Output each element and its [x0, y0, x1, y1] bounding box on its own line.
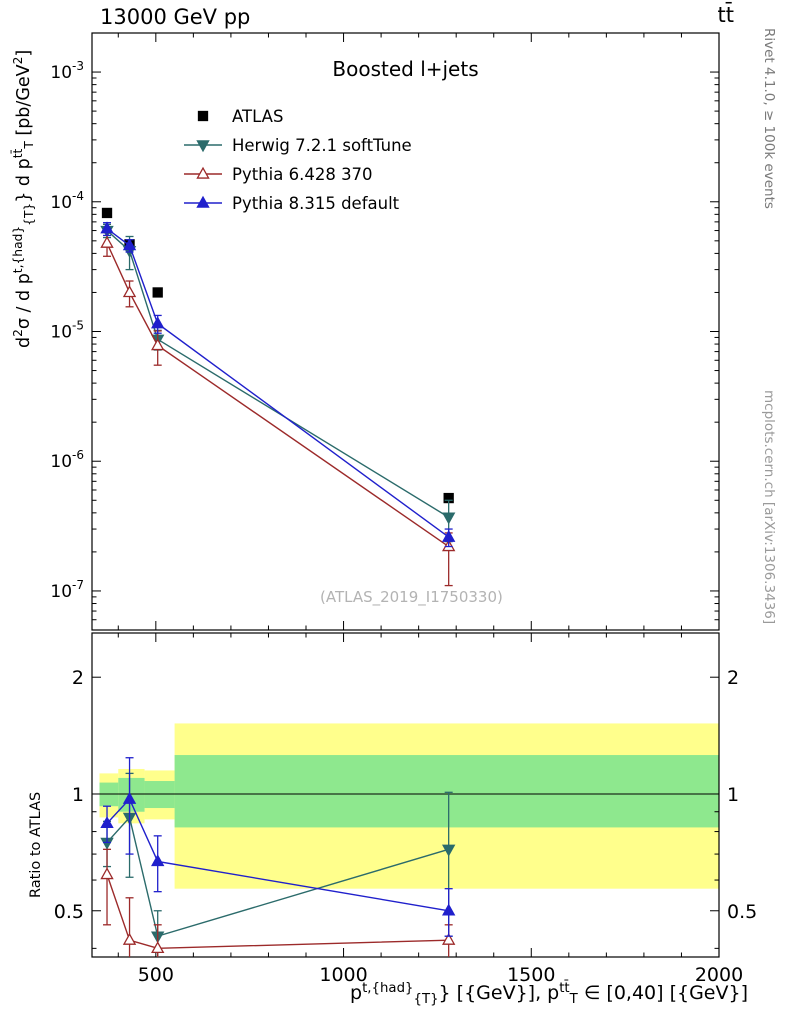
x-tick-label: 500 — [138, 964, 174, 986]
triangle-up-marker — [122, 932, 137, 945]
triangle-down-marker — [196, 140, 210, 153]
ratio-tick-label: 0.5 — [54, 901, 84, 923]
legend-item-pythia-8-315-default: Pythia 8.315 default — [184, 194, 400, 213]
y-tick-label: 10-3 — [50, 59, 84, 83]
triangle-down-marker — [441, 512, 456, 525]
triangle-up-marker — [441, 903, 456, 916]
main-plot-frame — [91, 32, 720, 631]
triangle-up-marker — [151, 338, 165, 351]
rivet-version-label: Rivet 4.1.0, ≥ 100k events — [761, 28, 777, 209]
ratio-series-pythia-6-428-370 — [100, 848, 456, 957]
analysis-id-watermark: (ATLAS_2019_I1750330) — [320, 588, 503, 606]
square-marker — [152, 287, 163, 298]
beam-energy-label: 13000 GeV pp — [100, 5, 251, 29]
legend-item-herwig-7-2-1-softtune: Herwig 7.2.1 softTune — [184, 136, 412, 155]
green-uncertainty-band — [174, 755, 719, 828]
triangle-up-marker — [151, 941, 165, 954]
triangle-up-marker — [122, 238, 137, 251]
triangle-up-marker — [441, 529, 456, 542]
triangle-up-marker — [100, 816, 114, 829]
triangle-up-marker — [122, 285, 137, 298]
triangle-up-marker — [196, 166, 210, 179]
y-tick-label: 10-5 — [50, 319, 84, 343]
plot-title: Boosted l+jets — [332, 57, 478, 81]
ratio-tick-label: 2 — [72, 667, 84, 689]
triangle-up-marker — [151, 854, 165, 867]
triangle-up-marker — [196, 195, 210, 208]
y-tick-label: 10-7 — [50, 578, 84, 602]
y-tick-label: 10-4 — [50, 189, 84, 213]
x-axis-label: pt,{had}{T}} [{GeV}], ptt̄T ∈ [0,40] [{G… — [350, 980, 748, 1008]
green-uncertainty-band — [144, 781, 175, 809]
triangle-up-marker — [100, 867, 114, 880]
legend-label: ATLAS — [232, 107, 283, 126]
main-series-pythia-6-428-370 — [100, 231, 456, 587]
triangle-up-marker — [100, 221, 114, 234]
ratio-tick-label: 1 — [727, 784, 739, 806]
square-marker — [197, 110, 209, 122]
x-tick-labels: 500 1000 1500 2000 — [138, 964, 743, 986]
ratio-tick-label: 2 — [727, 667, 739, 689]
ratio-tick-labels: 0.5 0.5 1 1 2 2 — [54, 667, 757, 923]
legend-label: Pythia 6.428 370 — [232, 165, 373, 184]
legend-item-pythia-6-428-370: Pythia 6.428 370 — [184, 165, 373, 184]
main-y-axis-label: d2σ / d pt,{had}{T}} d ptt̄T [pb/GeV2] — [11, 49, 36, 348]
legend-item-atlas: ATLAS — [197, 107, 283, 126]
ratio-plot-frame — [91, 632, 720, 958]
x-tick-label: 1500 — [507, 964, 555, 986]
legend-label: Pythia 8.315 default — [232, 194, 400, 213]
triangle-up-marker — [122, 791, 137, 804]
ratio-series-pythia-8-315-default — [100, 757, 456, 937]
ratio-tick-label: 1 — [72, 784, 84, 806]
triangle-down-marker — [441, 844, 456, 857]
x-tick-label: 1000 — [319, 964, 367, 986]
legend: ATLAS Herwig 7.2.1 softTune Pythia 6.428 3… — [184, 107, 412, 213]
triangle-up-marker — [100, 235, 114, 248]
main-series-atlas — [101, 207, 454, 504]
main-series-pythia-8-315-default — [100, 221, 456, 548]
ratio-y-axis-label: Ratio to ATLAS — [28, 791, 44, 898]
ratio-tick-label: 0.5 — [727, 901, 757, 923]
process-label: tt̄ — [717, 3, 734, 27]
square-marker — [101, 207, 113, 219]
triangle-up-marker — [441, 932, 456, 945]
y-tick-label: 10-6 — [50, 448, 84, 472]
mcplots-credit-label: mcplots.cern.ch [arXiv:1306.3436] — [761, 390, 777, 625]
axis-ticks — [92, 32, 720, 957]
main-y-tick-labels: 10-7 10-6 10-5 10-4 10-3 — [50, 59, 84, 602]
legend-label: Herwig 7.2.1 softTune — [232, 136, 412, 155]
x-tick-label: 2000 — [695, 964, 743, 986]
ratio-uncertainty-bands — [99, 723, 719, 889]
triangle-up-marker — [151, 316, 165, 329]
main-series-herwig-7-2-1-softtune — [100, 223, 456, 543]
